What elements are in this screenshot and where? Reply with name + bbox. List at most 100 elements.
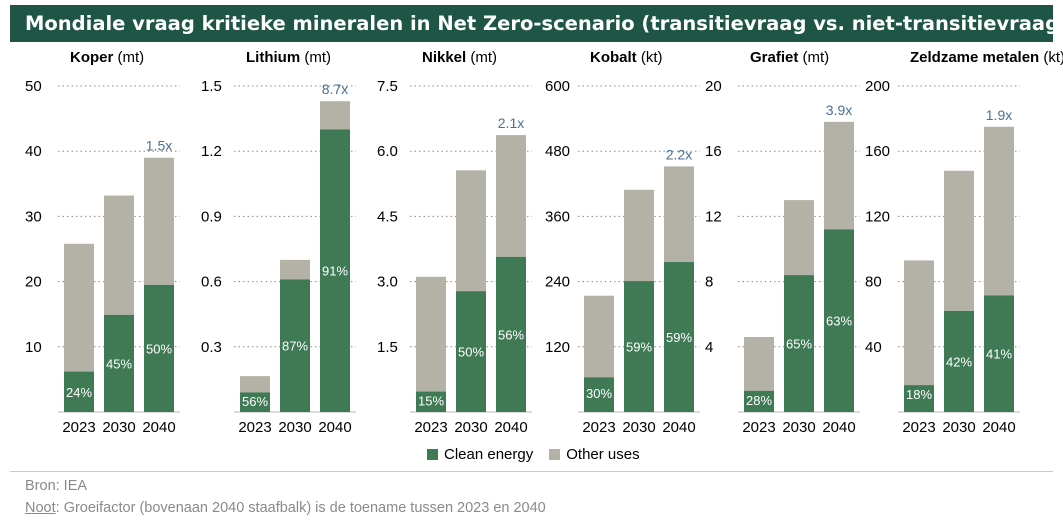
- koper-bar-other-2023: [64, 243, 94, 372]
- lithium-category-label: 2040: [318, 419, 351, 436]
- source-text: Bron: IEA: [25, 478, 88, 494]
- zeldzame-metalen-ytick-label: 200: [865, 78, 890, 95]
- grafiet-bar-other-2030: [784, 200, 814, 276]
- grafiet-bar-clean-2040: [824, 229, 854, 412]
- note-label: Noot: [25, 500, 56, 516]
- kobalt-title-name: Kobalt: [590, 49, 637, 66]
- zeldzame-metalen-bar-clean-2030: [944, 310, 974, 412]
- nikkel-share-label: 15%: [418, 394, 444, 409]
- legend-clean-energy-swatch: [427, 448, 438, 460]
- lithium-bar-other-2040: [320, 101, 350, 130]
- kobalt-ytick-label: 600: [545, 78, 570, 95]
- kobalt-category-label: 2030: [622, 419, 655, 436]
- note-text: Noot: Groeifactor (bovenaan 2040 staafba…: [25, 500, 546, 516]
- kobalt-bar-clean-2030: [624, 281, 654, 412]
- koper-bar-clean-2023: [64, 371, 94, 412]
- legend-clean-energy-label: Clean energy: [444, 445, 534, 463]
- nikkel-bar-other-2040: [496, 135, 526, 257]
- koper-bar-other-2030: [104, 195, 134, 315]
- nikkel-share-label: 56%: [498, 327, 524, 342]
- lithium-share-label: 91%: [322, 264, 348, 279]
- lithium-bar-other-2023: [240, 376, 270, 393]
- kobalt-ytick-label: 120: [545, 339, 570, 356]
- kobalt-title-unit: (kt): [637, 49, 663, 66]
- nikkel-bar-clean-2023: [416, 391, 446, 412]
- lithium-share-label: 56%: [242, 394, 268, 409]
- grafiet-ytick-label: 20: [705, 78, 722, 95]
- legend-other-uses-swatch: [549, 448, 561, 460]
- koper-category-label: 2040: [142, 419, 175, 436]
- lithium-title-unit: (mt): [300, 49, 331, 66]
- kobalt-bar-other-2040: [664, 166, 694, 263]
- grafiet-growth-label: 3.9x: [826, 102, 852, 118]
- koper-bar-clean-2040: [144, 284, 174, 412]
- koper-title-name: Koper: [70, 49, 114, 66]
- zeldzame-metalen-category-label: 2040: [982, 419, 1015, 436]
- kobalt-ytick-label: 240: [545, 274, 570, 291]
- kobalt-ytick-label: 360: [545, 208, 570, 225]
- nikkel-bar-clean-2040: [496, 256, 526, 412]
- grafiet-share-label: 63%: [826, 314, 852, 329]
- zeldzame-metalen-share-label: 41%: [986, 347, 1012, 362]
- nikkel-category-label: 2023: [414, 419, 447, 436]
- zeldzame-metalen-bar-other-2030: [944, 170, 974, 311]
- zeldzame-metalen-ytick-label: 160: [865, 143, 890, 160]
- grafiet-title-unit: (mt): [798, 49, 829, 66]
- koper-category-label: 2023: [62, 419, 95, 436]
- grafiet-bar-clean-2023: [744, 390, 774, 412]
- nikkel-ytick-label: 6.0: [377, 143, 398, 160]
- nikkel-ytick-label: 7.5: [377, 78, 398, 95]
- zeldzame-metalen-growth-label: 1.9x: [986, 107, 1012, 123]
- grafiet-bar-other-2023: [744, 337, 774, 391]
- kobalt-bar-clean-2023: [584, 377, 614, 412]
- kobalt-growth-label: 2.2x: [666, 146, 692, 162]
- lithium-share-label: 87%: [282, 339, 308, 354]
- nikkel-bar-other-2030: [456, 170, 486, 292]
- lithium-ytick-label: 0.9: [201, 208, 222, 225]
- grafiet-ytick-label: 4: [705, 339, 713, 356]
- kobalt-share-label: 30%: [586, 386, 612, 401]
- grafiet-bar-other-2040: [824, 121, 854, 230]
- grafiet-share-label: 65%: [786, 337, 812, 352]
- koper-share-label: 50%: [146, 341, 172, 356]
- lithium-ytick-label: 1.2: [201, 143, 222, 160]
- nikkel-ytick-label: 1.5: [377, 339, 398, 356]
- koper-ytick-label: 20: [25, 274, 42, 291]
- lithium-category-label: 2023: [238, 419, 271, 436]
- kobalt-share-label: 59%: [666, 330, 692, 345]
- zeldzame-metalen-bar-other-2023: [904, 260, 934, 386]
- nikkel-category-label: 2040: [494, 419, 527, 436]
- koper-share-label: 45%: [106, 356, 132, 371]
- grafiet-ytick-label: 16: [705, 143, 722, 160]
- koper-growth-label: 1.5x: [146, 138, 172, 154]
- koper-ytick-label: 30: [25, 208, 42, 225]
- koper-bar-other-2040: [144, 157, 174, 285]
- koper-ytick-label: 10: [25, 339, 42, 356]
- grafiet-ytick-label: 8: [705, 274, 713, 291]
- kobalt-category-label: 2023: [582, 419, 615, 436]
- nikkel-share-label: 50%: [458, 345, 484, 360]
- nikkel-bar-clean-2030: [456, 291, 486, 412]
- zeldzame-metalen-bar-clean-2040: [984, 295, 1014, 412]
- chart-panels: Koper (mt)102030405024%202345%203050%204…: [25, 49, 1063, 436]
- koper-ytick-label: 40: [25, 143, 42, 160]
- grafiet-panel-title: Grafiet (mt): [750, 49, 829, 66]
- koper-category-label: 2030: [102, 419, 135, 436]
- lithium-growth-label: 8.7x: [322, 81, 348, 97]
- legend-other-uses-label: Other uses: [566, 445, 640, 463]
- koper-ytick-label: 50: [25, 78, 42, 95]
- nikkel-ytick-label: 3.0: [377, 274, 398, 291]
- grafiet-category-label: 2030: [782, 419, 815, 436]
- lithium-ytick-label: 1.5: [201, 78, 222, 95]
- kobalt-bar-clean-2040: [664, 262, 694, 412]
- grafiet-category-label: 2023: [742, 419, 775, 436]
- lithium-bar-clean-2023: [240, 392, 270, 412]
- chart-title: Mondiale vraag kritieke mineralen in Net…: [10, 5, 1053, 42]
- kobalt-bar-other-2030: [624, 189, 654, 282]
- zeldzame-metalen-panel-title: Zeldzame metalen (kt): [910, 49, 1063, 66]
- nikkel-bar-other-2023: [416, 276, 446, 392]
- koper-title-unit: (mt): [113, 49, 144, 66]
- nikkel-growth-label: 2.1x: [498, 115, 524, 131]
- zeldzame-metalen-ytick-label: 80: [865, 274, 882, 291]
- footer-divider: [10, 471, 1053, 472]
